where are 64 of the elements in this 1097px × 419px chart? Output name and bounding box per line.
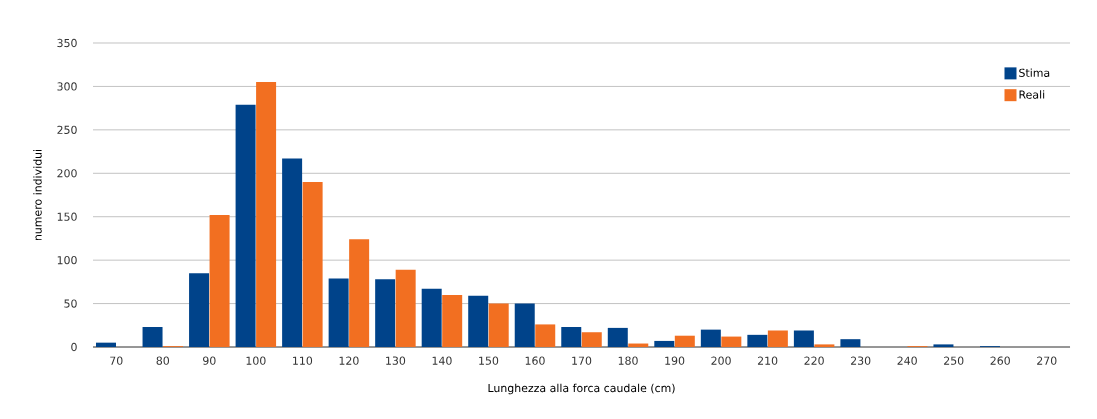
- bar: [442, 294, 463, 347]
- bar: [282, 158, 303, 347]
- bar: [302, 181, 323, 347]
- x-tick-label: 230: [850, 356, 871, 365]
- bar: [674, 335, 695, 347]
- bar: [468, 295, 489, 347]
- bar: [96, 342, 117, 347]
- x-tick-label: 260: [990, 356, 1010, 365]
- bar: [767, 330, 788, 347]
- x-tick-label: 100: [246, 356, 266, 365]
- bar: [235, 104, 256, 347]
- x-tick-label: 140: [432, 356, 452, 365]
- x-tick-label: 80: [156, 356, 170, 365]
- bar: [535, 324, 556, 347]
- x-tick-label: 90: [203, 356, 216, 365]
- y-tick-label: 100: [57, 256, 77, 265]
- x-tick-label: 130: [386, 356, 406, 365]
- bar: [561, 327, 582, 347]
- bar: [607, 327, 628, 347]
- bar: [142, 327, 163, 347]
- x-tick-label: 200: [711, 356, 731, 365]
- bar: [421, 288, 442, 347]
- bar: [814, 344, 835, 347]
- bar: [581, 332, 602, 347]
- x-axis-title: Lunghezza alla forca caudale (cm): [488, 383, 675, 395]
- bar: [488, 303, 509, 347]
- bar: [933, 344, 954, 347]
- bar: [328, 278, 349, 347]
- bar: [375, 279, 396, 347]
- x-tick-label: 220: [804, 356, 824, 365]
- bar: [700, 329, 721, 347]
- x-tick-label: 190: [665, 356, 685, 365]
- bar: [349, 239, 370, 347]
- x-tick-label: 160: [525, 356, 545, 365]
- x-tick-label: 110: [293, 356, 313, 365]
- y-tick-label: 250: [57, 125, 77, 134]
- x-tick-label: 180: [618, 356, 638, 365]
- bar: [840, 339, 861, 347]
- bar: [747, 334, 768, 347]
- legend-label: Stima: [1019, 68, 1050, 77]
- bar: [654, 340, 675, 347]
- x-tick-label: 120: [339, 356, 359, 365]
- x-tick-label: 210: [757, 356, 778, 365]
- bar: [793, 330, 814, 347]
- bar: [721, 336, 742, 347]
- bar: [395, 269, 416, 347]
- y-tick-label: 350: [57, 38, 77, 48]
- x-tick-label: 150: [479, 356, 499, 365]
- bar: [209, 214, 230, 347]
- bar: [256, 82, 277, 347]
- y-tick-label: 150: [57, 212, 77, 221]
- x-tick-label: 250: [944, 356, 964, 365]
- y-tick-label: 300: [57, 82, 77, 91]
- y-tick-label: 0: [71, 342, 77, 352]
- y-axis-title: numero individui: [33, 149, 42, 241]
- x-tick-label: 170: [572, 356, 592, 365]
- x-tick-label: 70: [110, 356, 123, 365]
- x-tick-label: 240: [897, 356, 917, 365]
- y-tick-label: 50: [64, 299, 77, 308]
- y-tick-label: 200: [57, 169, 77, 178]
- bar: [189, 273, 210, 347]
- legend-label: Reali: [1019, 90, 1045, 99]
- bar: [514, 303, 535, 347]
- x-tick-label: 270: [1037, 356, 1057, 365]
